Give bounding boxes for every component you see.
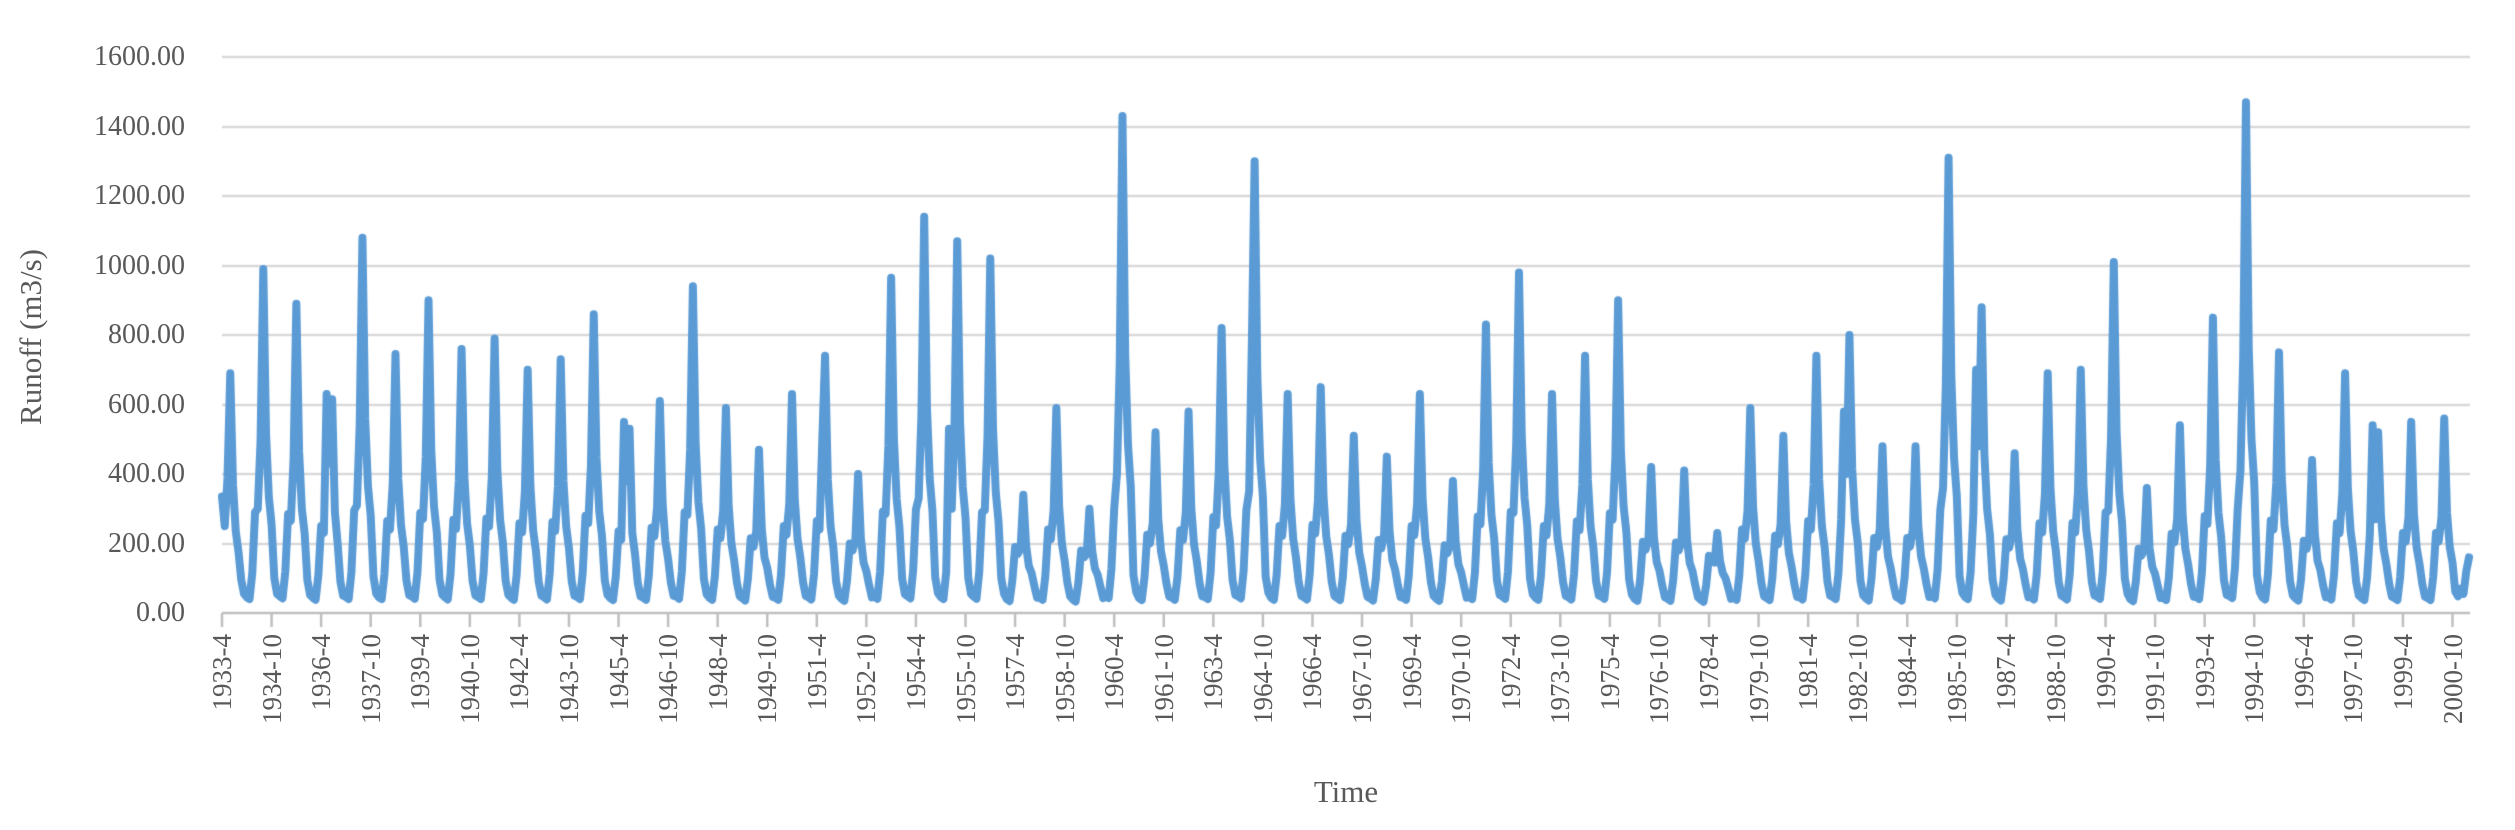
x-tick-label: 1963-4 bbox=[1198, 634, 1229, 711]
x-tick-label: 1955-10 bbox=[950, 634, 981, 724]
y-tick-label: 1200.00 bbox=[94, 180, 185, 211]
x-tick-label: 1943-10 bbox=[553, 634, 584, 724]
x-tick-label: 1948-4 bbox=[702, 634, 733, 711]
x-tick-label: 1952-10 bbox=[851, 634, 882, 724]
x-tick-label: 1933-4 bbox=[207, 634, 237, 711]
x-tick-label: 1936-4 bbox=[306, 634, 337, 711]
x-tick-label: 1946-10 bbox=[653, 634, 684, 724]
x-tick-label: 1972-4 bbox=[1495, 634, 1526, 711]
x-tick-label: 1940-10 bbox=[454, 634, 485, 724]
y-axis-title: Runoff (m3/s) bbox=[13, 249, 48, 425]
x-tick-label: 1942-4 bbox=[504, 634, 535, 711]
y-tick-label: 600.00 bbox=[108, 388, 185, 420]
x-tick-label: 1997-10 bbox=[2338, 634, 2369, 724]
y-tick-label: 800.00 bbox=[108, 319, 185, 350]
y-tick-label: 1600.00 bbox=[94, 41, 185, 72]
x-tick-label: 1954-4 bbox=[900, 634, 931, 711]
x-tick-label: 1984-4 bbox=[1892, 634, 1923, 711]
x-tick-label: 1951-4 bbox=[801, 634, 832, 711]
x-tick-label: 1939-4 bbox=[405, 634, 436, 711]
x-tick-label: 1976-10 bbox=[1644, 634, 1675, 724]
x-tick-label: 1961-10 bbox=[1148, 634, 1179, 724]
x-tick-label: 1949-10 bbox=[752, 634, 783, 724]
x-tick-label: 1964-10 bbox=[1247, 634, 1278, 724]
x-tick-label: 1969-4 bbox=[1396, 634, 1427, 711]
x-tick-label: 1985-10 bbox=[1941, 634, 1972, 724]
x-tick-label: 1970-10 bbox=[1446, 634, 1477, 724]
x-tick-label: 1937-10 bbox=[355, 634, 386, 724]
x-tick-label: 1991-10 bbox=[2140, 634, 2171, 724]
x-tick-label: 1981-4 bbox=[1793, 634, 1824, 711]
x-tick-label: 1973-10 bbox=[1545, 634, 1576, 724]
x-tick-label: 1934-10 bbox=[256, 634, 287, 724]
y-tick-label: 1000.00 bbox=[94, 249, 185, 281]
y-tick-label: 200.00 bbox=[108, 527, 185, 559]
x-tick-label: 1979-10 bbox=[1743, 634, 1774, 724]
x-tick-label: 1966-4 bbox=[1297, 634, 1328, 711]
x-tick-label: 1996-4 bbox=[2288, 634, 2319, 711]
x-tick-label: 1988-10 bbox=[2040, 634, 2071, 724]
x-tick-label: 1958-10 bbox=[1049, 634, 1080, 724]
y-tick-label: 0.00 bbox=[136, 597, 185, 628]
x-tick-label: 1978-4 bbox=[1694, 634, 1724, 711]
x-tick-label: 1975-4 bbox=[1594, 634, 1625, 711]
x-tick-label: 1957-4 bbox=[1000, 634, 1031, 711]
x-tick-label: 1960-4 bbox=[1099, 634, 1130, 711]
y-tick-label: 400.00 bbox=[108, 458, 185, 489]
x-tick-label: 1987-4 bbox=[1991, 634, 2022, 711]
x-tick-label: 2000-10 bbox=[2437, 634, 2468, 724]
x-tick-label: 1999-4 bbox=[2387, 634, 2418, 711]
x-tick-label: 1994-10 bbox=[2239, 634, 2270, 724]
y-tick-label: 1400.00 bbox=[94, 110, 185, 142]
x-tick-label: 1967-10 bbox=[1347, 634, 1378, 724]
x-tick-label: 1990-4 bbox=[2090, 634, 2121, 711]
x-tick-label: 1982-10 bbox=[1842, 634, 1873, 724]
x-tick-label: 1945-4 bbox=[603, 634, 634, 711]
x-axis-title: Time bbox=[1313, 774, 1379, 809]
x-tick-label: 1993-4 bbox=[2189, 634, 2220, 711]
